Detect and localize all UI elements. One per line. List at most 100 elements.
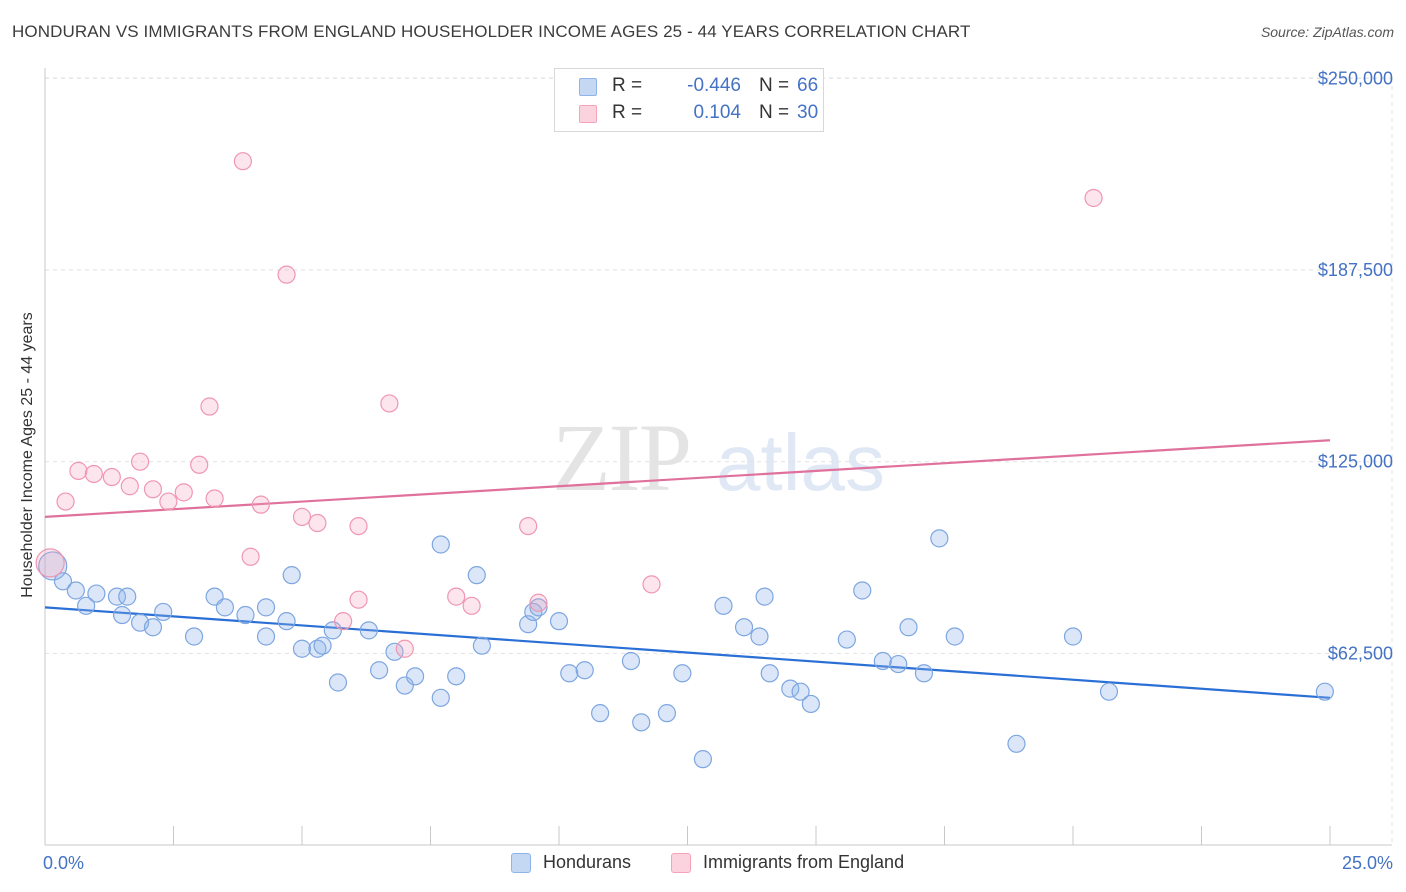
- legend-swatch-england: [671, 853, 691, 873]
- hondurans-point: [930, 529, 949, 548]
- england-point: [380, 394, 399, 413]
- england-point: [200, 397, 219, 416]
- england-point: [462, 596, 481, 615]
- hondurans-point: [277, 612, 296, 631]
- england-point: [102, 467, 121, 487]
- legend-n-value: 66: [797, 75, 819, 96]
- england-point: [519, 516, 538, 536]
- england-trend-line: [44, 439, 1331, 518]
- hondurans-point: [472, 636, 491, 655]
- hondurans-point: [323, 621, 342, 640]
- watermark: ZIP atlas: [552, 404, 885, 511]
- legend-n-value: 30: [797, 102, 819, 123]
- hondurans-point: [256, 627, 276, 646]
- series-legend: Hondurans Immigrants from England: [0, 852, 1406, 876]
- england-point: [395, 639, 414, 658]
- hondurans-point: [1063, 627, 1083, 646]
- hondurans-point: [405, 667, 425, 686]
- data-points: [35, 152, 1334, 769]
- x-tick-label-max: 25.0%: [1342, 853, 1393, 873]
- hondurans-point: [256, 598, 276, 617]
- hondurans-point: [549, 612, 569, 631]
- hondurans-point: [755, 587, 774, 606]
- england-point: [174, 483, 193, 502]
- grid-lines: [45, 77, 1393, 845]
- hondurans-point: [781, 679, 800, 698]
- axes: [44, 68, 1392, 846]
- hondurans-point: [370, 661, 389, 680]
- hondurans-point: [621, 651, 641, 671]
- chart-title: HONDURAN VS IMMIGRANTS FROM ENGLAND HOUS…: [12, 22, 971, 41]
- england-point: [308, 513, 327, 533]
- hondurans-point: [529, 598, 548, 617]
- legend-r-label: R =: [612, 102, 643, 123]
- england-point: [292, 507, 312, 526]
- hondurans-point: [395, 676, 414, 695]
- hondurans-point: [77, 596, 96, 615]
- legend-n-label: N =: [759, 102, 790, 123]
- hondurans-point: [154, 602, 173, 622]
- hondurans-point: [359, 621, 378, 640]
- hondurans-point: [945, 627, 964, 646]
- source-label: Source: ZipAtlas.com: [1260, 24, 1394, 40]
- hondurans-point: [873, 651, 892, 671]
- hondurans-point: [236, 605, 255, 625]
- hondurans-point: [801, 694, 820, 714]
- y-tick-label: $187,500: [1318, 260, 1393, 280]
- hondurans-point: [447, 667, 466, 686]
- england-point: [159, 492, 178, 511]
- legend-swatch-hondurans: [511, 853, 531, 873]
- legend-n-label: N =: [759, 75, 790, 96]
- england-point: [277, 265, 296, 284]
- trend-lines: [44, 439, 1331, 699]
- england-point: [529, 593, 548, 612]
- legend-swatch-england: [579, 105, 597, 123]
- watermark-atlas: atlas: [716, 418, 885, 507]
- hondurans-point: [112, 605, 132, 625]
- hondurans-point: [750, 627, 769, 646]
- hondurans-point: [853, 581, 872, 600]
- y-tick-label: $125,000: [1318, 452, 1393, 472]
- stats-legend: R = -0.446 N = 66 R = 0.104 N = 30: [554, 68, 824, 132]
- england-point: [56, 492, 75, 511]
- england-point: [1084, 188, 1103, 208]
- hondurans-point: [431, 535, 450, 554]
- hondurans-point: [107, 587, 127, 606]
- hondurans-point: [791, 682, 810, 701]
- hondurans-point: [184, 627, 204, 646]
- hondurans-point: [693, 750, 713, 769]
- hondurans-point: [467, 566, 486, 585]
- hondurans-point: [673, 664, 692, 683]
- legend-r-value: 0.104: [693, 102, 741, 123]
- hondurans-point: [1007, 734, 1026, 753]
- hondurans-point: [914, 664, 934, 683]
- hondurans-point: [899, 618, 918, 637]
- legend-r-value: -0.446: [687, 75, 741, 96]
- england-point: [130, 452, 150, 471]
- england-point: [241, 547, 260, 566]
- hondurans-point: [292, 639, 312, 658]
- hondurans-point: [760, 664, 779, 683]
- hondurans-point: [591, 704, 610, 723]
- hondurans-point: [889, 654, 908, 674]
- legend-swatch-hondurans: [579, 78, 597, 96]
- england-point: [190, 455, 209, 474]
- hondurans-point: [837, 630, 856, 649]
- england-point: [205, 489, 224, 508]
- hondurans-point: [734, 618, 754, 637]
- hondurans-point: [87, 584, 106, 603]
- hondurans-point: [385, 642, 404, 661]
- england-point: [84, 464, 103, 484]
- hondurans-point: [714, 596, 733, 615]
- tick-labels: $62,500 $125,000 $187,500 $250,000 0.0% 25.0%: [43, 68, 1393, 873]
- hondurans-point: [313, 636, 332, 655]
- hondurans-point: [143, 618, 163, 637]
- legend-label-england: Immigrants from England: [703, 852, 905, 872]
- england-point: [69, 461, 88, 480]
- england-point: [233, 152, 252, 171]
- hondurans-point: [282, 566, 301, 585]
- hondurans-point: [431, 688, 450, 707]
- hondurans-point: [575, 661, 594, 680]
- legend-r-label: R =: [612, 75, 643, 96]
